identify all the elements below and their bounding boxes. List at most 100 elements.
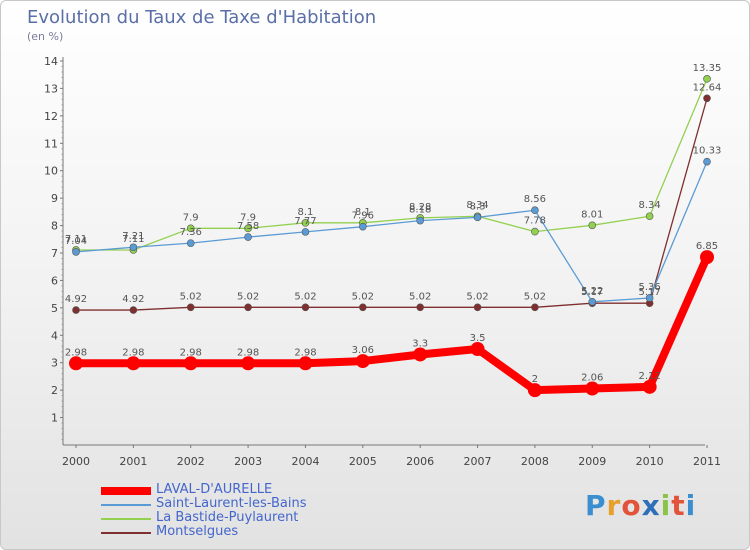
x-tick-label: 2002 xyxy=(177,455,205,468)
data-point xyxy=(359,303,367,312)
x-tick-label: 2001 xyxy=(119,455,147,468)
data-label: 3.06 xyxy=(352,345,374,356)
data-point xyxy=(645,212,654,221)
data-labels-layer: 2.98 2.98 2.98 2.98 2.98 3.06 3.3 3.5 2 2.06 2.12 6… xyxy=(65,63,721,385)
data-label: 8.1 xyxy=(298,207,314,218)
data-point xyxy=(413,347,428,362)
data-point xyxy=(359,222,367,231)
y-tick-label: 6 xyxy=(51,274,58,287)
y-tick-label: 8 xyxy=(51,220,58,233)
chart-title: Evolution du Taux de Taxe d'Habitation xyxy=(27,7,377,28)
data-label: 7.11 xyxy=(65,234,87,245)
data-point xyxy=(531,303,539,312)
data-point xyxy=(355,354,370,369)
data-label: 7.9 xyxy=(240,212,256,223)
series-line xyxy=(75,97,708,311)
data-label: 8.28 xyxy=(409,202,431,213)
data-point xyxy=(703,94,711,103)
data-label: 6.85 xyxy=(696,241,718,252)
data-point xyxy=(416,303,424,312)
series-line xyxy=(75,161,708,303)
data-label: 12.64 xyxy=(693,82,722,93)
series-layer xyxy=(69,75,714,398)
data-label: 8.3 xyxy=(470,201,486,212)
data-label: 2.98 xyxy=(237,347,259,358)
data-point xyxy=(126,356,141,371)
data-label: 8.56 xyxy=(524,194,546,205)
data-label: 8.01 xyxy=(581,209,603,220)
data-point xyxy=(703,157,711,166)
data-label: 5.02 xyxy=(180,291,202,302)
data-label: 5.36 xyxy=(639,282,661,293)
data-point xyxy=(588,221,597,230)
legend-label: Montselgues xyxy=(156,524,239,539)
data-label: 7.04 xyxy=(65,236,87,247)
data-label: 7.11 xyxy=(122,234,144,245)
data-point xyxy=(72,248,80,256)
data-label: 7.21 xyxy=(122,231,144,242)
data-label: 8.34 xyxy=(639,200,661,211)
data-point xyxy=(703,75,711,83)
data-label: 2.06 xyxy=(581,372,603,383)
data-label: 5.02 xyxy=(466,291,488,302)
data-label: 7.77 xyxy=(294,216,316,227)
series-line xyxy=(72,253,711,395)
legend-label: LAVAL-D'AURELLE xyxy=(156,482,273,497)
data-label: 7.58 xyxy=(237,221,259,232)
legend-label: Saint-Laurent-les-Bains xyxy=(156,496,307,511)
y-tick-label: 10 xyxy=(44,165,58,178)
data-label: 5.02 xyxy=(237,291,259,302)
brand-letter: r xyxy=(606,489,622,522)
data-point xyxy=(301,219,310,227)
data-point xyxy=(241,356,256,371)
legend-swatch xyxy=(101,487,151,495)
brand-letter: i xyxy=(660,489,672,522)
data-point xyxy=(183,356,198,371)
y-tick-label: 14 xyxy=(44,55,58,68)
y-tick-label: 3 xyxy=(51,357,58,370)
data-label: 5.02 xyxy=(294,291,316,302)
x-tick-label: 2003 xyxy=(234,455,262,468)
data-label: 2.98 xyxy=(65,347,87,358)
data-point xyxy=(186,239,195,247)
data-point xyxy=(298,356,313,371)
data-label: 5.17 xyxy=(639,287,661,298)
legend-swatch xyxy=(101,532,151,534)
y-tick-label: 11 xyxy=(44,137,58,150)
data-point xyxy=(244,233,252,241)
x-tick-label: 2011 xyxy=(693,455,721,468)
legend-swatch xyxy=(101,518,151,520)
data-label: 4.92 xyxy=(122,294,144,305)
data-label: 10.33 xyxy=(693,146,722,157)
y-tick-label: 4 xyxy=(51,329,58,342)
data-point xyxy=(72,306,80,314)
data-label: 8.18 xyxy=(409,205,431,216)
data-point xyxy=(531,206,539,215)
x-tick-label: 2006 xyxy=(406,455,434,468)
data-point xyxy=(69,356,83,371)
data-point xyxy=(301,303,310,312)
data-point xyxy=(186,303,195,312)
data-label: 2.98 xyxy=(180,347,202,358)
data-label: 3.5 xyxy=(470,333,486,344)
data-label: 5.02 xyxy=(524,291,546,302)
data-label: 3.3 xyxy=(412,338,428,349)
x-tick-label: 2009 xyxy=(578,455,606,468)
data-point xyxy=(527,383,542,398)
x-tick-label: 2008 xyxy=(521,455,549,468)
data-label: 5.02 xyxy=(352,291,374,302)
data-point xyxy=(585,381,600,396)
data-point xyxy=(416,216,424,225)
data-label: 2 xyxy=(532,374,538,385)
chart-unit: (en %) xyxy=(27,30,64,43)
data-label: 2.98 xyxy=(294,347,316,358)
brand-letter: P xyxy=(585,489,607,522)
data-point xyxy=(473,213,482,222)
data-point xyxy=(244,224,252,233)
data-point xyxy=(129,243,138,252)
data-point xyxy=(642,379,657,394)
y-tick-label: 12 xyxy=(44,110,58,123)
brand-logo: Proxiti xyxy=(585,489,696,522)
data-label: 2.12 xyxy=(639,371,661,382)
